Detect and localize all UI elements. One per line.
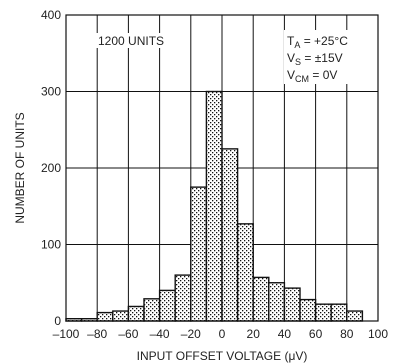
histogram-bar bbox=[314, 303, 332, 322]
histogram-bar bbox=[330, 303, 348, 322]
histogram-bar bbox=[96, 311, 114, 322]
histogram-bar bbox=[127, 305, 145, 322]
x-tick-label: –40 bbox=[150, 327, 170, 341]
x-tick-label: –100 bbox=[53, 327, 80, 341]
histogram-bar bbox=[190, 186, 208, 322]
supply-voltage-label: VS = ±15V bbox=[287, 51, 343, 67]
histogram-bar bbox=[268, 282, 286, 322]
x-tick-label: 40 bbox=[278, 327, 292, 341]
x-tick-label: –80 bbox=[87, 327, 107, 341]
x-tick-label: 20 bbox=[247, 327, 261, 341]
y-tick-label: 0 bbox=[54, 314, 61, 328]
histogram-bar bbox=[205, 90, 223, 322]
histogram-bar bbox=[158, 289, 176, 322]
x-tick-label: –20 bbox=[181, 327, 201, 341]
histogram-bar bbox=[112, 310, 130, 322]
annotation-block: 1200 UNITS TA = +25°C VS = ±15V VCM = 0V bbox=[96, 30, 366, 84]
ambient-temperature-label: TA = +25°C bbox=[287, 34, 348, 50]
units-label-background bbox=[96, 33, 180, 48]
histogram-bars bbox=[65, 90, 364, 322]
x-tick-label: 80 bbox=[340, 327, 354, 341]
histogram-bar bbox=[174, 274, 192, 322]
histogram-bar bbox=[236, 223, 254, 322]
histogram-bar bbox=[283, 287, 301, 322]
x-tick-label: 0 bbox=[219, 327, 226, 341]
histogram-bar bbox=[346, 310, 364, 322]
y-tick-labels: 0 100 200 300 400 bbox=[41, 8, 61, 328]
x-tick-label: 100 bbox=[368, 327, 388, 341]
histogram-bar bbox=[252, 276, 270, 322]
x-tick-labels: –100 –80 –60 –40 –20 0 20 40 60 80 100 bbox=[53, 327, 389, 341]
histogram-bar bbox=[143, 298, 161, 322]
y-tick-label: 100 bbox=[41, 238, 61, 252]
x-tick-label: 60 bbox=[309, 327, 323, 341]
conditions-background bbox=[284, 30, 366, 84]
y-tick-label: 400 bbox=[41, 8, 61, 22]
x-tick-label: –60 bbox=[118, 327, 138, 341]
common-mode-voltage-label: VCM = 0V bbox=[287, 68, 337, 84]
histogram-bar bbox=[221, 148, 239, 322]
units-count-label: 1200 UNITS bbox=[98, 34, 164, 48]
y-axis-label: NUMBER OF UNITS bbox=[13, 112, 27, 223]
plot-frame bbox=[65, 14, 379, 322]
x-axis-label: INPUT OFFSET VOLTAGE (μV) bbox=[137, 349, 308, 363]
y-tick-label: 200 bbox=[41, 161, 61, 175]
y-tick-label: 300 bbox=[41, 85, 61, 99]
histogram-bar bbox=[299, 298, 317, 322]
